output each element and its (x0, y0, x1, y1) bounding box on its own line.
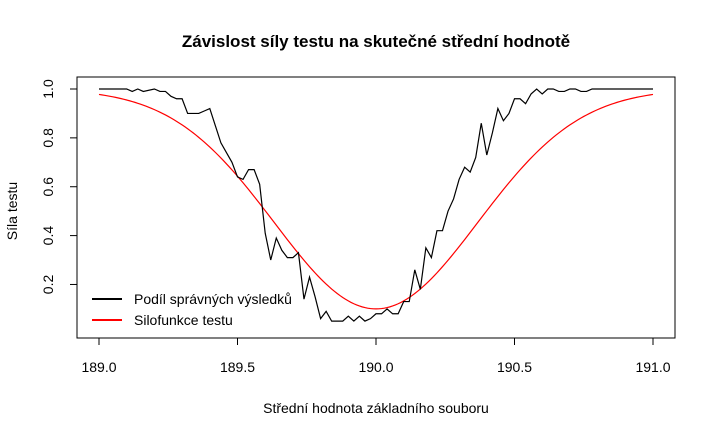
chart-title: Závislost síly testu na skutečné střední… (182, 32, 570, 51)
legend: Podíl správných výsledků Silofunkce test… (92, 291, 292, 328)
y-tick-label: 1.0 (40, 79, 56, 99)
x-tick-label: 190.0 (358, 359, 393, 375)
x-tick-label: 189.5 (220, 359, 255, 375)
legend-label-observed: Podíl správných výsledků (134, 291, 292, 307)
series-line-observed (99, 88, 653, 322)
x-tick-label: 189.0 (81, 359, 116, 375)
series-line-theoretical (98, 93, 654, 310)
series-layer (98, 88, 654, 322)
y-tick-label: 0.4 (40, 226, 56, 246)
x-axis: 189.0 189.5 190.0 190.5 191.0 (81, 337, 671, 375)
y-tick-label: 0.2 (40, 275, 56, 295)
y-tick-label: 0.6 (40, 177, 56, 197)
y-axis: 0.2 0.4 0.6 0.8 1.0 (40, 79, 78, 295)
x-tick-label: 191.0 (635, 359, 670, 375)
y-tick-label: 0.8 (40, 128, 56, 148)
y-axis-label: Síla testu (4, 182, 20, 240)
x-tick-label: 190.5 (497, 359, 532, 375)
x-axis-label: Střední hodnota základního souboru (263, 400, 489, 416)
legend-label-theoretical: Silofunkce testu (134, 312, 233, 328)
